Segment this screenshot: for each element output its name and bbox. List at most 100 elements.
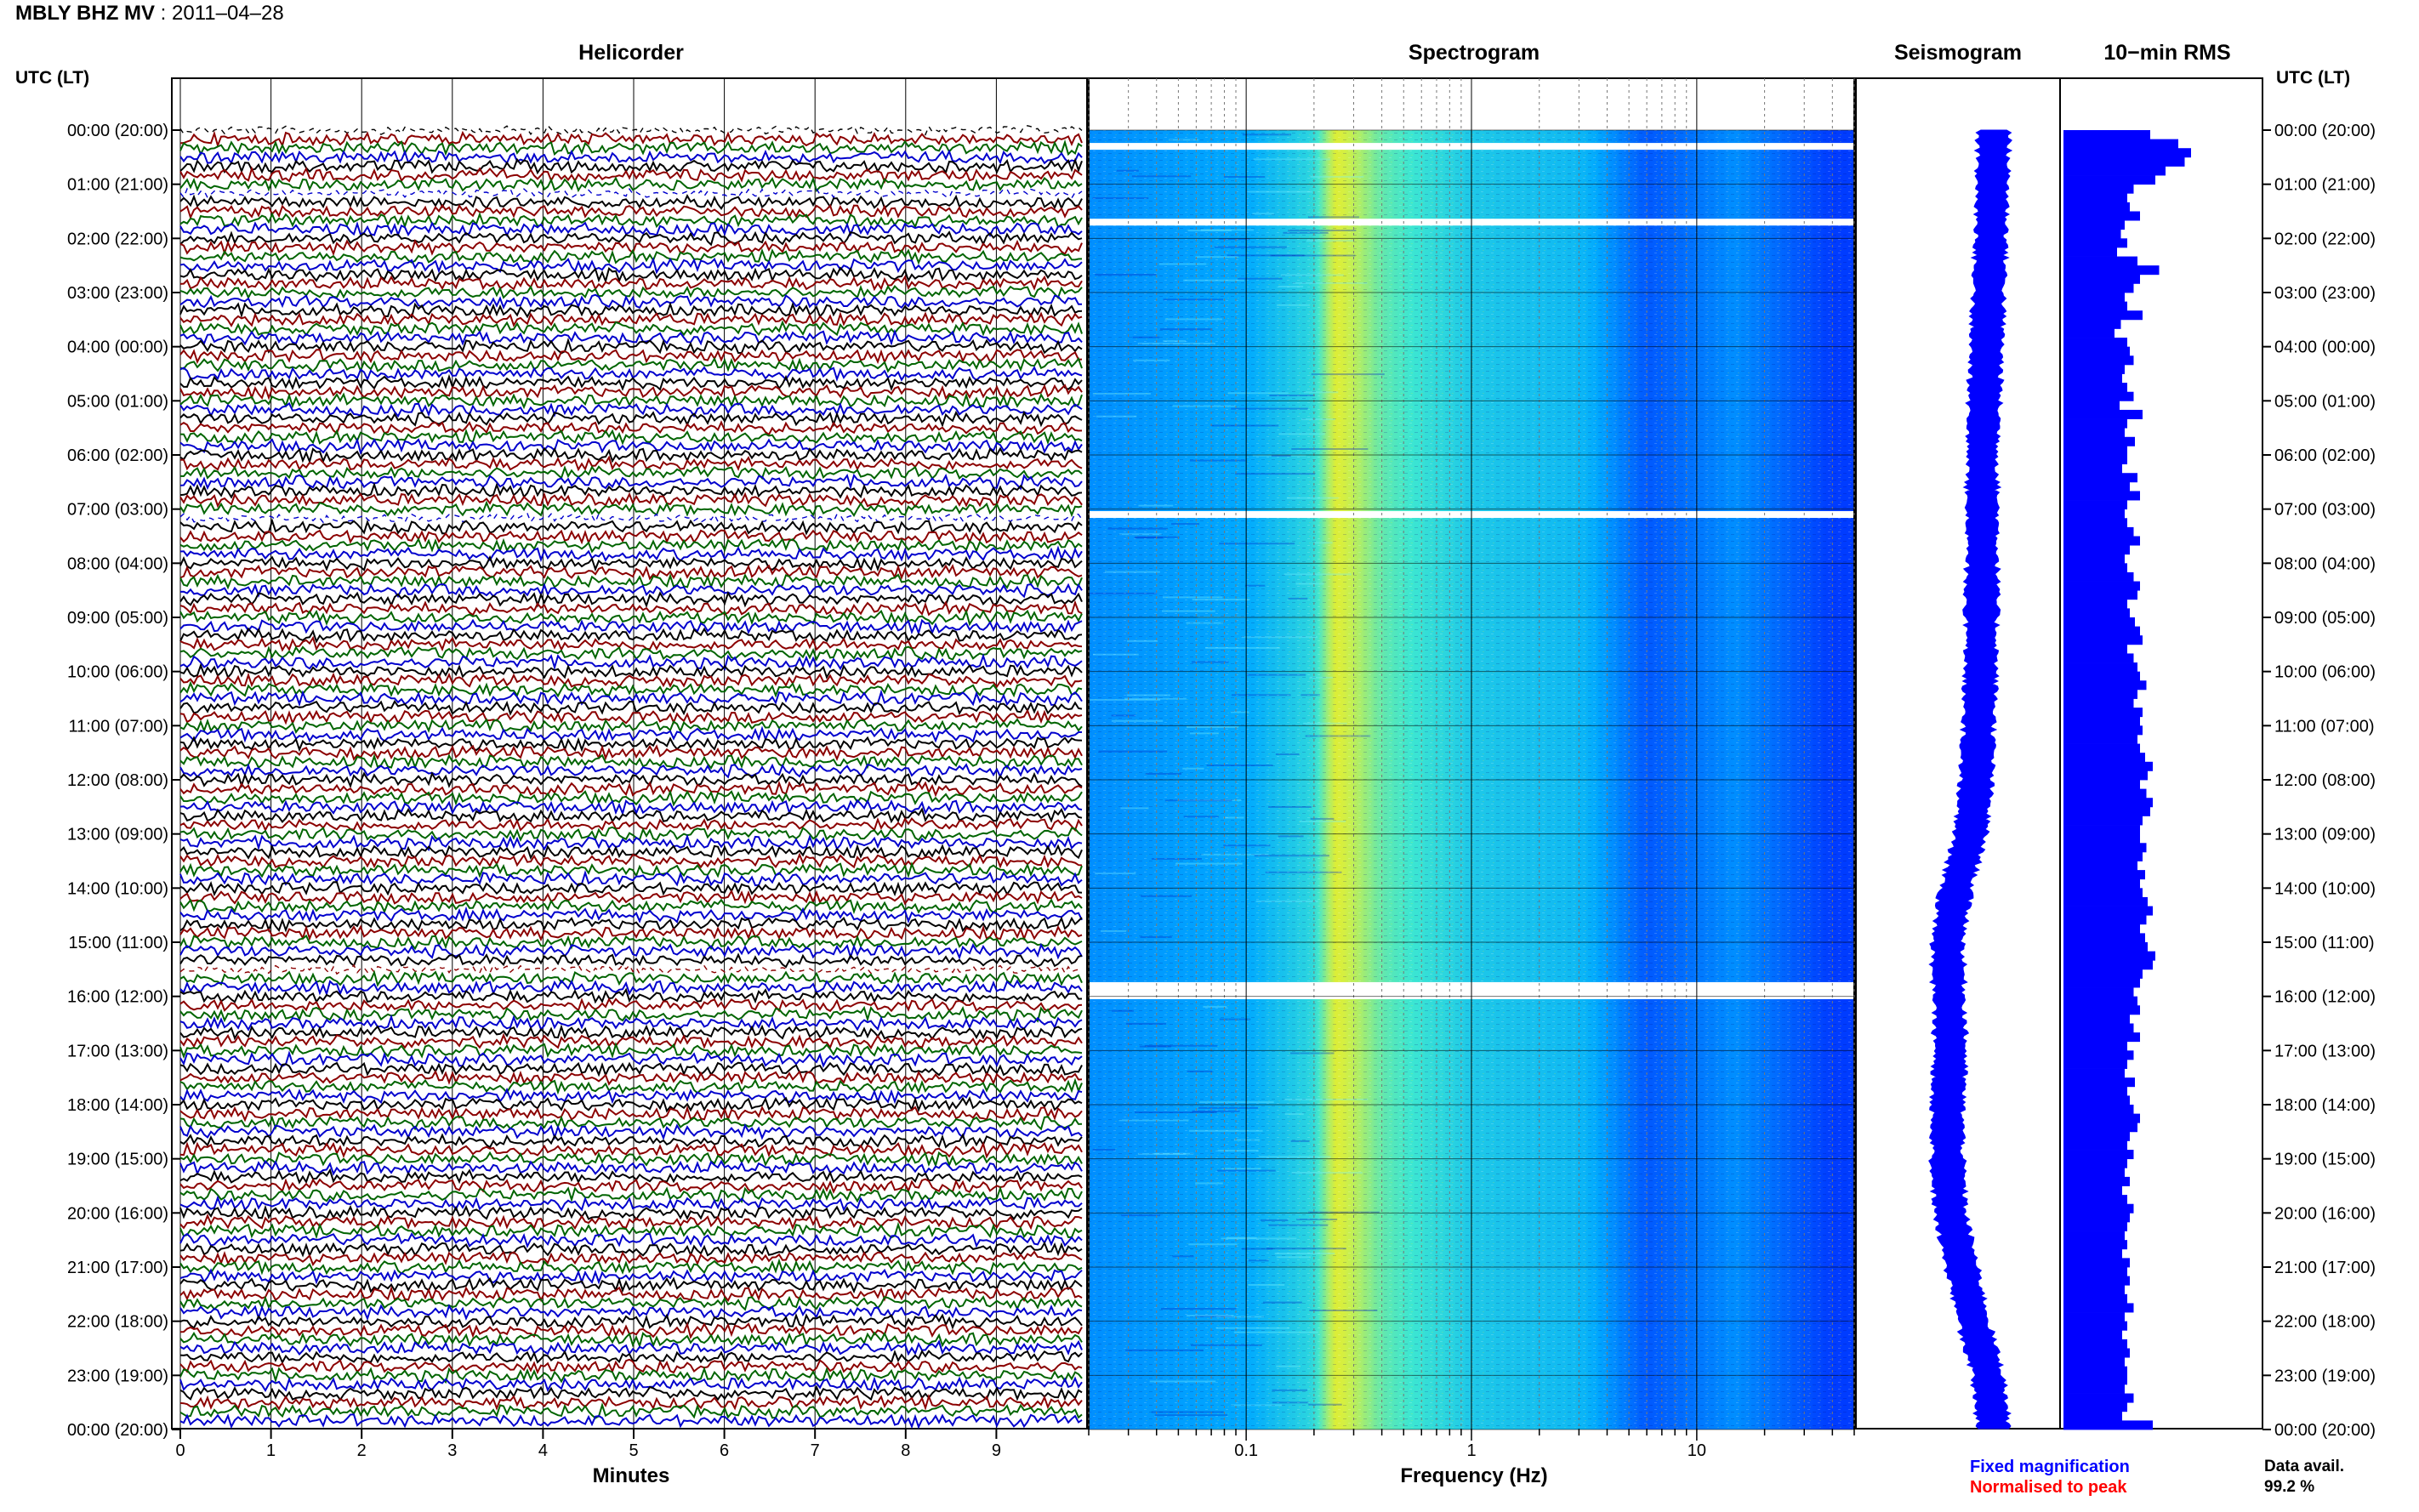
helicorder-trace <box>179 924 1083 942</box>
right-time-label: 00:00 (20:00) <box>2274 1421 2376 1440</box>
rms-bar <box>2063 211 2140 221</box>
station-code: MBLY BHZ MV <box>15 2 156 25</box>
legend-normalised-to-peak: Normalised to peak <box>1970 1478 2127 1497</box>
left-time-label: 04:00 (00:00) <box>67 338 168 357</box>
rms-bar <box>2063 310 2143 321</box>
rms-bar <box>2063 1050 2134 1060</box>
helicorder-trace <box>179 554 1083 572</box>
helicorder-trace <box>179 1032 1083 1049</box>
spectrogram-xtick-label: 1 <box>1466 1441 1476 1460</box>
helicorder-trace <box>179 1159 1083 1176</box>
helicorder-trace <box>179 194 1083 211</box>
right-time-label: 20:00 (16:00) <box>2274 1204 2376 1223</box>
rms-bar <box>2063 518 2127 528</box>
rms-bar <box>2063 987 2134 998</box>
helicorder-trace <box>179 257 1083 275</box>
left-time-label: 14:00 (10:00) <box>67 879 168 898</box>
helicorder-trace <box>179 635 1083 652</box>
rms-bar <box>2063 1086 2127 1096</box>
right-time-label: 07:00 (03:00) <box>2274 501 2376 520</box>
left-time-label: 01:00 (21:00) <box>67 176 168 195</box>
helicorder-trace <box>179 537 1083 554</box>
left-time-label: 00:00 (20:00) <box>67 122 168 140</box>
helicorder-trace <box>179 699 1083 716</box>
rms-bar <box>2063 526 2134 537</box>
rms-bar <box>2063 969 2143 979</box>
helicorder-trace <box>179 187 1083 200</box>
helicorder-trace <box>179 500 1083 518</box>
seismogram-trace <box>1928 129 2013 1430</box>
rms-bar <box>2063 662 2137 673</box>
time-axes: 00:00 (20:00) 00:00 (20:00) 01:00 (21:00) 0… <box>67 122 2376 1440</box>
rms-bar <box>2063 689 2137 699</box>
helicorder-trace <box>179 807 1083 824</box>
left-time-axis-label: UTC (LT) <box>15 68 90 88</box>
helicorder-trace <box>179 349 1083 365</box>
rms-bar <box>2063 148 2191 158</box>
rms-bar <box>2063 481 2130 492</box>
helicorder-trace <box>179 301 1083 320</box>
helicorder-trace <box>179 130 1083 149</box>
left-time-label: 22:00 (18:00) <box>67 1313 168 1332</box>
rms-bar <box>2063 581 2140 591</box>
helicorder-trace <box>179 401 1083 418</box>
rms-bar <box>2063 220 2125 230</box>
left-time-label: 13:00 (09:00) <box>67 826 168 844</box>
rms-bar <box>2063 878 2140 889</box>
helicorder-trace <box>179 881 1083 897</box>
data-availability-value: 99.2 % <box>2264 1478 2315 1496</box>
rms-bar <box>2063 1032 2140 1043</box>
right-time-label: 18:00 (14:00) <box>2274 1096 2376 1115</box>
helicorder-trace <box>179 328 1083 346</box>
helicorder-trace <box>179 969 1083 987</box>
helicorder-trace <box>179 455 1083 472</box>
helicorder-trace <box>179 583 1083 599</box>
rms-bar <box>2063 870 2145 880</box>
rms-bar <box>2063 247 2117 257</box>
rms-bar <box>2063 1258 2130 1268</box>
rms-bar <box>2063 788 2147 799</box>
left-time-label: 17:00 (13:00) <box>67 1042 168 1060</box>
rms-bar <box>2063 436 2135 446</box>
helicorder-trace <box>179 844 1083 861</box>
rms-bar <box>2063 130 2150 140</box>
right-time-label: 09:00 (05:00) <box>2274 609 2376 628</box>
helicorder-trace <box>179 718 1083 734</box>
rms-bar <box>2063 1240 2127 1250</box>
rms-bar <box>2063 202 2130 212</box>
left-time-label: 08:00 (04:00) <box>67 554 168 573</box>
rms-bar <box>2063 156 2185 167</box>
rms-bar <box>2063 851 2143 861</box>
rms-bar <box>2063 942 2148 952</box>
right-time-label: 03:00 (23:00) <box>2274 284 2376 303</box>
helicorder-trace <box>179 744 1083 761</box>
rms-bar <box>2063 1185 2122 1196</box>
rms-bar <box>2063 293 2125 303</box>
helicorder-trace <box>179 826 1083 842</box>
left-time-label: 11:00 (07:00) <box>69 717 169 736</box>
helicorder-trace <box>179 373 1083 392</box>
helicorder-trace <box>179 1005 1083 1023</box>
helicorder-trace <box>179 1304 1083 1322</box>
helicorder-trace <box>179 869 1083 887</box>
helicorder-trace <box>179 852 1083 869</box>
rms-bar <box>2063 590 2137 600</box>
left-time-label: 19:00 (15:00) <box>67 1151 168 1169</box>
rms-bar <box>2063 229 2121 239</box>
helicorder-trace <box>179 1042 1083 1060</box>
helicorder-trace <box>179 512 1083 524</box>
helicorder-trace <box>179 1286 1083 1303</box>
rms-bar <box>2063 1113 2140 1123</box>
rms-bar <box>2063 933 2145 943</box>
helicorder-trace <box>179 293 1082 310</box>
helicorder-trace <box>179 1133 1083 1149</box>
helicorder-trace <box>179 428 1083 446</box>
helicorder-trace <box>179 545 1083 563</box>
helicorder-trace <box>179 934 1083 951</box>
rms-bar <box>2063 780 2140 790</box>
right-time-label: 06:00 (02:00) <box>2274 446 2376 465</box>
rms-bar <box>2063 1330 2122 1340</box>
helicorder-trace <box>179 284 1083 300</box>
left-time-label: 07:00 (03:00) <box>67 501 168 520</box>
helicorder-trace <box>179 176 1083 193</box>
